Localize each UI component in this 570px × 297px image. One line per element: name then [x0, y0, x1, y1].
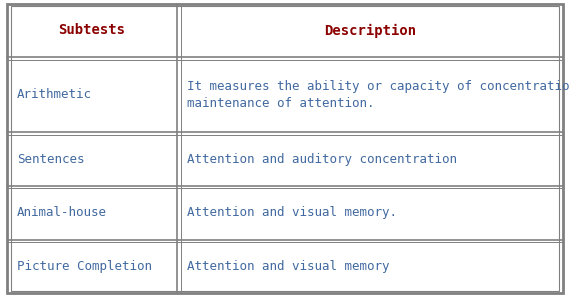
Text: Picture Completion: Picture Completion — [17, 260, 152, 273]
Text: Sentences: Sentences — [17, 153, 84, 165]
Text: Attention and visual memory.: Attention and visual memory. — [187, 206, 397, 219]
Text: Arithmetic: Arithmetic — [17, 88, 92, 101]
Text: Description: Description — [324, 23, 416, 37]
Text: Attention and auditory concentration: Attention and auditory concentration — [187, 153, 457, 165]
Text: It measures the ability or capacity of concentration and
maintenance of attentio: It measures the ability or capacity of c… — [187, 80, 570, 110]
Text: Subtests: Subtests — [58, 23, 125, 37]
Text: Attention and visual memory: Attention and visual memory — [187, 260, 389, 273]
Text: Animal-house: Animal-house — [17, 206, 107, 219]
